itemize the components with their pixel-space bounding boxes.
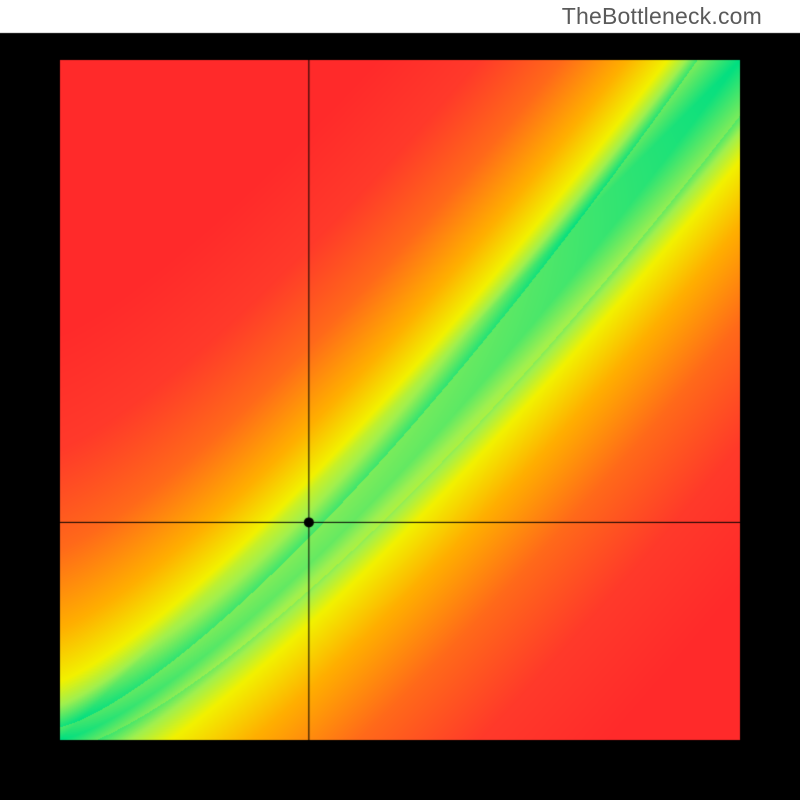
watermark-text: TheBottleneck.com	[562, 3, 762, 30]
bottleneck-heatmap	[0, 0, 800, 800]
